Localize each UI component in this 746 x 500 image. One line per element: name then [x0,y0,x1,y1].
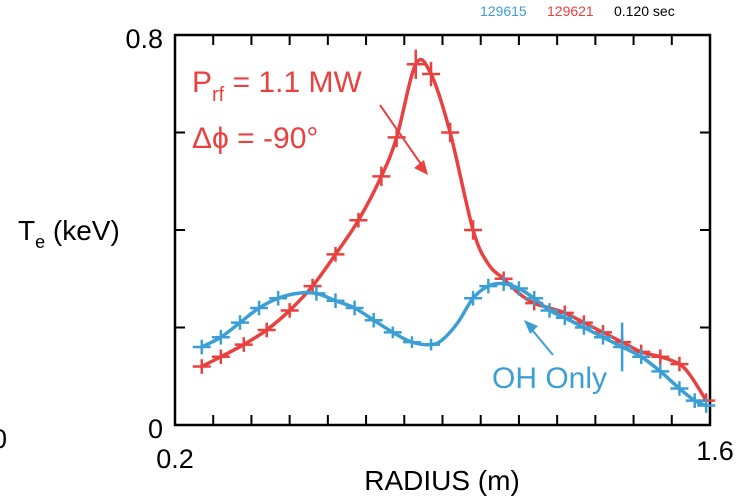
annotation-phase: Δϕ = -90° [192,122,318,155]
shot-label-blue: 129615 [480,3,527,19]
y-axis-title: Te (keV) [18,215,120,252]
series-blue [192,276,716,413]
x-axis-title: RADIUS (m) [364,465,520,496]
arrow-prf [379,104,428,175]
y-axis-title-base: T [18,215,35,246]
axis-ticks [175,35,710,425]
x-tick-label-right: 1.6 [696,436,734,466]
annotation-prf-base: P [192,66,212,99]
y-axis-title-rest: (keV) [45,215,120,246]
annotation-prf: Prf = 1.1 MW [192,66,362,106]
arrow-oh-only [524,320,554,356]
y-tick-label-top: 0.8 [125,24,163,54]
annotation-oh-only: OH Only [492,362,607,395]
shot-label-red: 129621 [547,3,594,19]
y-axis-title-sub: e [35,232,45,252]
series-layer [192,49,716,413]
x-tick-label-left: 0.2 [156,444,194,474]
edge-label: 0 [0,424,7,454]
annotation-prf-rest: = 1.1 MW [224,66,362,99]
y-tick-label-bottom: 0 [148,414,163,444]
time-label: 0.120 sec [614,3,675,19]
annotation-prf-sub: rf [212,84,225,106]
